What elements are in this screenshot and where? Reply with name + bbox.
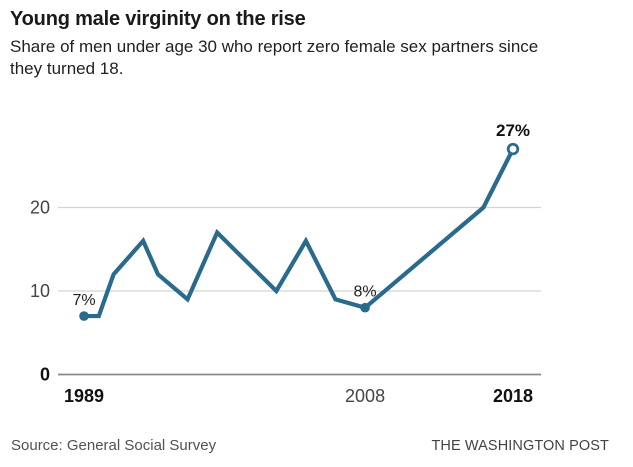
y-tick-label-20: 20	[30, 198, 50, 218]
source-note: Source: General Social Survey	[11, 437, 217, 454]
data-point-1989	[79, 311, 89, 321]
publisher: THE WASHINGTON POST	[431, 438, 609, 454]
data-point-2008	[360, 302, 370, 313]
y-tick-label-0: 0	[40, 365, 50, 385]
y-tick-label-10: 10	[30, 281, 50, 301]
chart-subtitle-line2: they turned 18.	[10, 59, 124, 79]
x-tick-label-2008: 2008	[345, 386, 385, 406]
chart-title: Young male virginity on the rise	[10, 8, 306, 30]
data-point-2018	[506, 142, 520, 156]
value-label-1989: 7%	[72, 292, 95, 309]
chart-subtitle-line1: Share of men under age 30 who report zer…	[10, 37, 539, 56]
value-label-2008: 8%	[354, 284, 377, 301]
value-label-2018: 27%	[496, 121, 530, 140]
x-tick-label-2018: 2018	[493, 386, 533, 406]
chart-subtitle: Share of men under age 30 who report zer…	[10, 36, 538, 80]
chart-footer: Source: General Social Survey THE WASHIN…	[11, 437, 609, 454]
x-tick-label-1989: 1989	[64, 386, 104, 406]
